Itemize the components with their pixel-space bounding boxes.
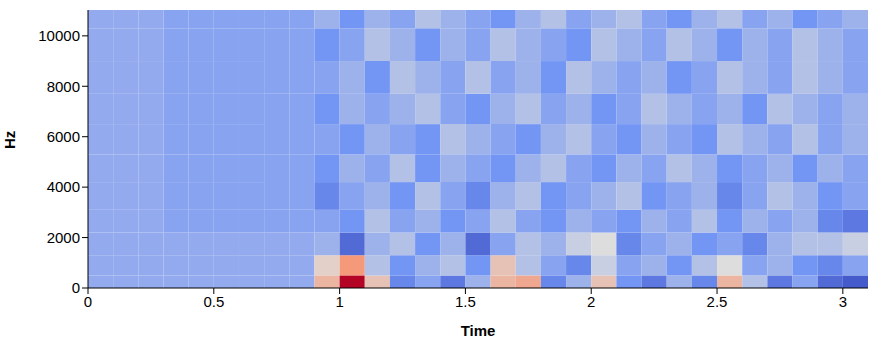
svg-text:1: 1: [335, 293, 343, 310]
svg-text:2: 2: [587, 293, 595, 310]
svg-text:8000: 8000: [47, 78, 80, 95]
svg-text:2.5: 2.5: [707, 293, 728, 310]
svg-text:6000: 6000: [47, 128, 80, 145]
svg-text:4000: 4000: [47, 178, 80, 195]
svg-text:0: 0: [72, 279, 80, 296]
svg-text:10000: 10000: [38, 27, 80, 44]
svg-text:Hz: Hz: [1, 131, 18, 149]
svg-text:1.5: 1.5: [455, 293, 476, 310]
svg-text:0.5: 0.5: [203, 293, 224, 310]
svg-text:2000: 2000: [47, 229, 80, 246]
svg-text:0: 0: [84, 293, 92, 310]
svg-text:Time: Time: [461, 322, 496, 339]
svg-text:3: 3: [839, 293, 847, 310]
